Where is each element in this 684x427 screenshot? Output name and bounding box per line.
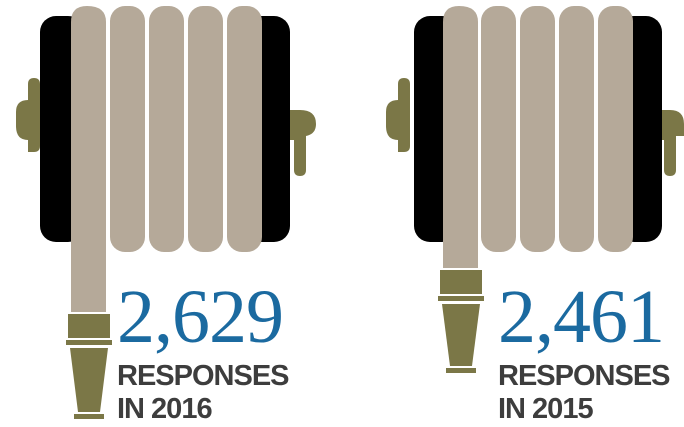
reel-right-handle: [660, 110, 684, 176]
caption-line-2: IN 2016: [117, 393, 289, 426]
hose-coil: [598, 6, 633, 252]
caption-line-2: IN 2015: [498, 393, 670, 426]
hose-coil: [227, 6, 262, 252]
nozzle-coupling: [68, 314, 110, 338]
caption-line-1: RESPONSES: [498, 360, 670, 393]
hose-coil: [520, 6, 555, 252]
reel-right-handle: [290, 110, 316, 176]
hose-coil: [110, 6, 145, 252]
nozzle-ring: [438, 296, 484, 301]
nozzle-tip: [74, 414, 104, 419]
responses-2015-caption: RESPONSES IN 2015: [498, 360, 670, 426]
caption-line-1: RESPONSES: [117, 360, 289, 393]
responses-2016-value: 2,629: [117, 279, 283, 355]
hose-coil: [481, 6, 516, 252]
nozzle-body: [70, 348, 108, 412]
reel-left-handle: [386, 78, 410, 152]
hose-hanging: [443, 6, 478, 268]
reel-left-handle: [16, 78, 40, 152]
hose-coil: [188, 6, 223, 252]
nozzle-ring: [66, 340, 112, 345]
nozzle-body: [442, 304, 480, 366]
hose-coil: [149, 6, 184, 252]
hose-coil: [559, 6, 594, 252]
responses-2016-caption: RESPONSES IN 2016: [117, 360, 289, 426]
hose-hanging: [71, 6, 106, 312]
responses-2015-value: 2,461: [498, 279, 664, 355]
nozzle-coupling: [440, 270, 482, 294]
nozzle-tip: [446, 368, 476, 373]
